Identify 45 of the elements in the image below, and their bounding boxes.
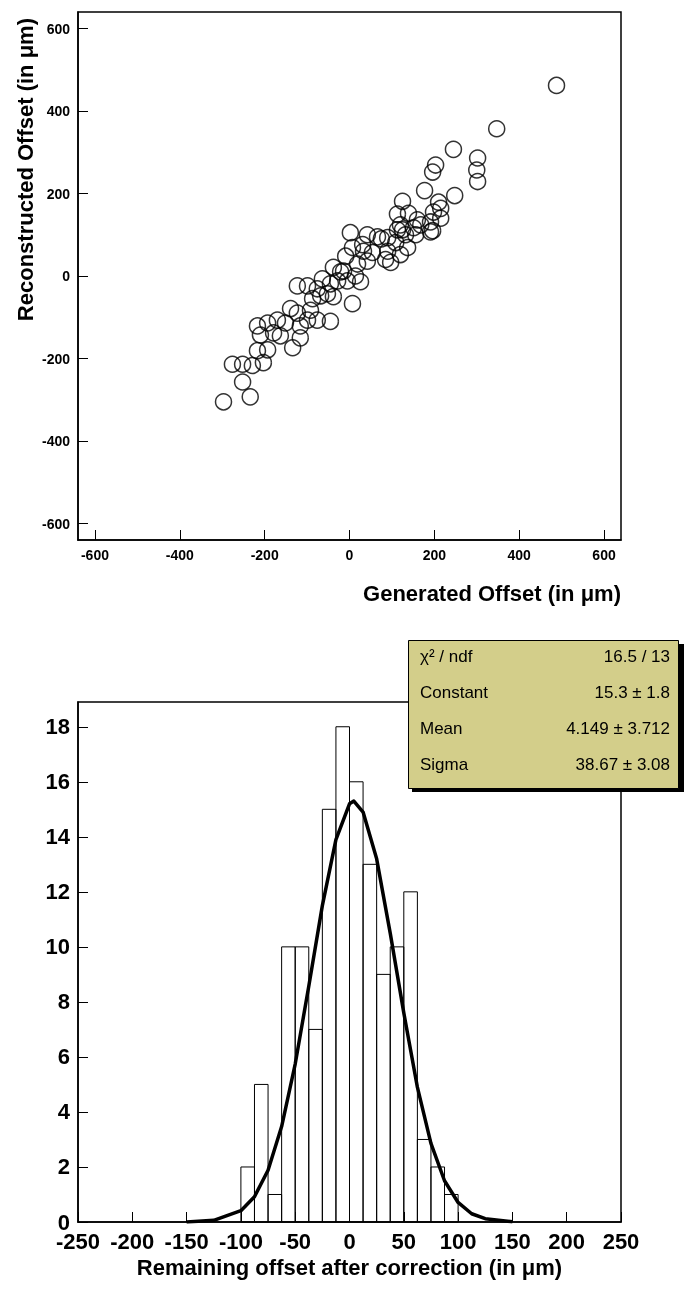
y-tick-label: 600 [46,20,71,37]
y-tick-label: 18 [45,714,70,740]
y-tick-label: 0 [57,1209,70,1235]
x-tick-label: -50 [279,1228,312,1254]
y-tick-label: 4 [57,1099,71,1125]
y-tick-label: 14 [45,824,71,850]
text: 15.3 ± 1.8 [594,683,670,702]
x-axis-title: Remaining offset after correction (in μm) [136,1255,563,1281]
x-tick-label: 400 [507,547,532,563]
x-tick-label: 50 [391,1228,417,1254]
y-tick-label: 12 [45,879,70,905]
y-tick-label: 0 [62,268,71,284]
x-tick-label: -100 [218,1228,263,1254]
x-tick-label: -200 [250,547,279,563]
x-tick-label: 100 [439,1228,477,1254]
text: Constant [420,683,489,702]
x-tick-label: 200 [548,1228,586,1254]
y-tick-label: -200 [41,350,71,367]
y-tick-label: 10 [45,934,70,960]
y-tick-label: 200 [46,185,71,202]
annotation: Mean [420,719,463,738]
x-tick-label: 150 [494,1228,531,1254]
y-tick-label: -600 [41,515,71,532]
text: χ² / ndf [420,647,473,666]
x-tick-label: 0 [343,1228,356,1254]
annotation: 4.149 ± 3.712 [566,719,670,738]
x-tick-label: -600 [80,547,110,563]
y-tick-label: 16 [45,769,70,795]
x-tick-label: -200 [110,1228,155,1254]
x-axis-title: Generated Offset (in μm) [363,580,621,606]
annotation: Sigma [420,755,469,774]
y-tick-label: -400 [41,433,71,449]
x-tick-label: 0 [345,547,354,563]
y-tick-label: 2 [57,1154,70,1180]
x-tick-label: 250 [602,1228,640,1254]
y-tick-label: 400 [46,103,71,119]
annotation: 38.67 ± 3.08 [575,755,670,774]
text: 16.5 / 13 [603,647,670,666]
y-tick-label: 6 [57,1044,70,1070]
y-tick-label: 8 [57,989,70,1015]
x-tick-label: -150 [164,1228,209,1254]
x-tick-label: 200 [422,547,447,563]
x-tick-label: -400 [165,547,195,563]
y-axis-title: Reconstructed Offset (in μm) [12,18,38,322]
x-tick-label: 600 [592,547,616,563]
